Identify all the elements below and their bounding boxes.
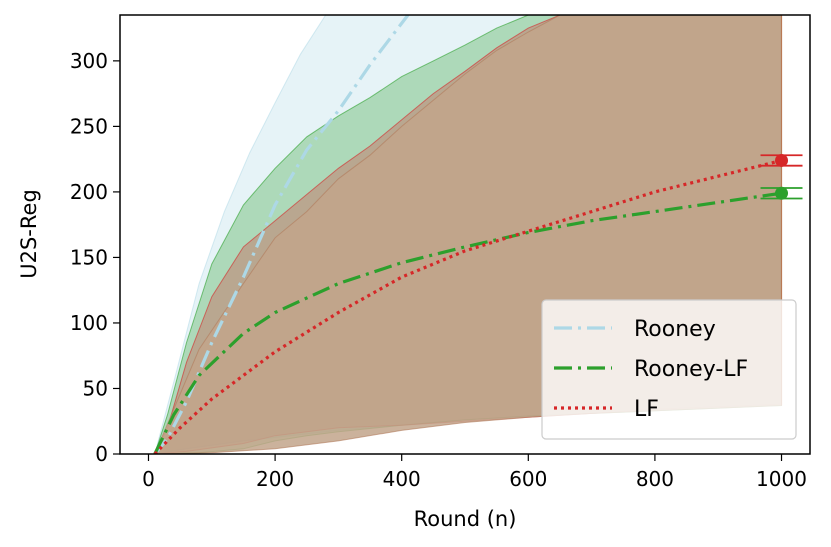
series-line-rooney — [153, 15, 410, 454]
legend-label: Rooney-LF — [634, 357, 748, 382]
endpoint-markers — [760, 153, 803, 200]
x-tick-label: 800 — [636, 467, 674, 491]
x-tick-label: 600 — [509, 467, 547, 491]
legend-label: Rooney — [634, 317, 716, 342]
y-tick-label: 300 — [70, 49, 108, 73]
y-tick-label: 200 — [70, 180, 108, 204]
y-axis-label: U2S-Reg — [17, 189, 41, 279]
y-tick-label: 50 — [83, 376, 108, 400]
legend-box — [541, 299, 797, 440]
x-tick-label: 200 — [256, 467, 294, 491]
series-line-rooney-lf — [153, 191, 782, 454]
x-axis: 0 200 400 600 800 1000 — [142, 454, 807, 491]
y-tick-label: 100 — [70, 311, 108, 335]
y-axis: 0 50 100 150 200 250 300 — [70, 49, 120, 466]
y-tick-label: 0 — [95, 442, 108, 466]
endpoint-marker — [775, 153, 789, 167]
x-tick-label: 400 — [383, 467, 421, 491]
endpoint-marker — [775, 186, 789, 200]
x-axis-label: Round (n) — [414, 507, 517, 531]
x-tick-label: 0 — [142, 467, 155, 491]
y-tick-label: 150 — [70, 245, 108, 269]
legend: Rooney Rooney-LF LF — [541, 299, 797, 440]
legend-label: LF — [634, 397, 659, 422]
y-tick-label: 250 — [70, 114, 108, 138]
x-tick-label: 1000 — [756, 467, 807, 491]
plot-frame — [119, 14, 811, 455]
series-line-lf — [153, 158, 782, 454]
series-lines — [153, 15, 782, 454]
